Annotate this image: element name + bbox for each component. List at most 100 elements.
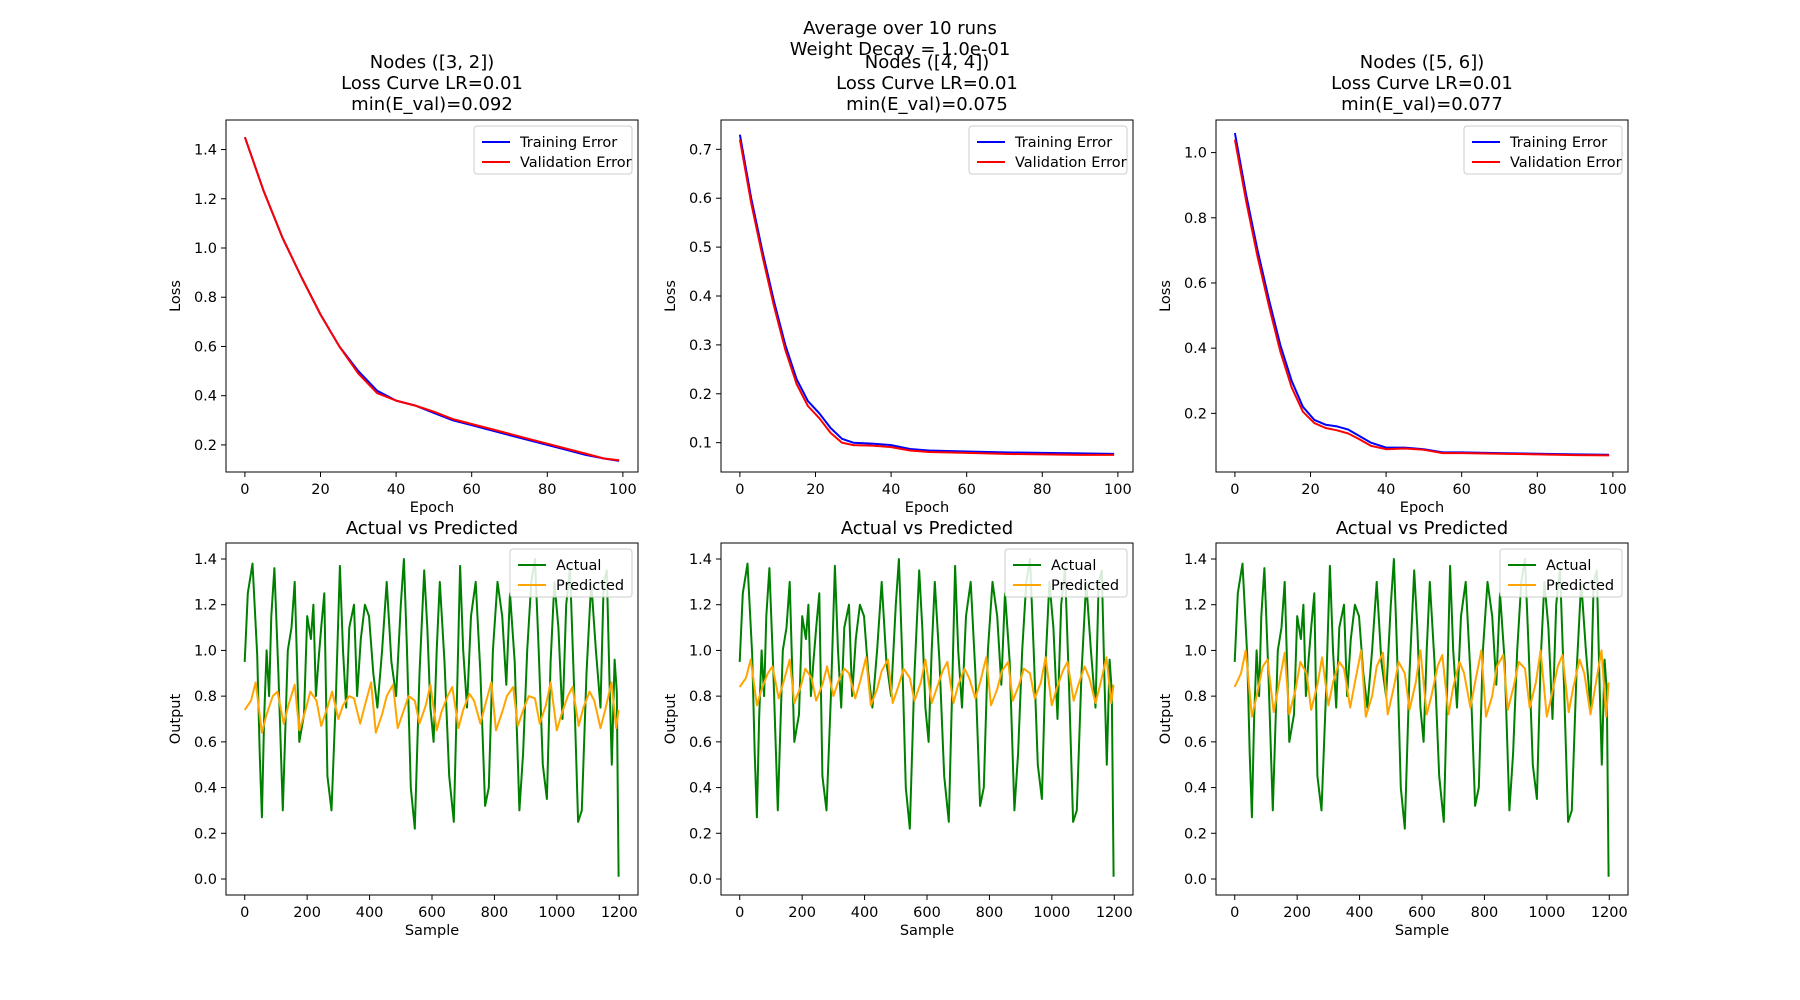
legend: Actual Predicted [1499, 548, 1623, 598]
y-tick-label: 0.2 [1184, 826, 1207, 842]
y-tick-label: 1.2 [194, 598, 217, 614]
x-tick-label: 80 [1528, 482, 1546, 498]
x-tick-label: 0 [240, 905, 249, 921]
x-tick-label: 40 [1377, 482, 1395, 498]
x-tick-label: 0 [735, 482, 744, 498]
subplot-title-line-1: Nodes ([3, 2]) [370, 52, 495, 73]
x-tick-label: 800 [976, 905, 1004, 921]
x-tick-label: 400 [1346, 905, 1374, 921]
subplot-title-line-3: min(E_val)=0.077 [1341, 94, 1503, 115]
y-axis-label: Loss [663, 280, 679, 312]
y-tick-label: 1.0 [194, 643, 217, 659]
legend: Training Error Validation Error [473, 125, 633, 175]
y-tick-label: 1.2 [1184, 598, 1207, 614]
legend-box [473, 125, 633, 175]
x-tick-label: 40 [882, 482, 900, 498]
series-line-training-error [738, 134, 1115, 455]
x-tick-label: 400 [356, 905, 384, 921]
y-tick-label: 1.4 [689, 552, 712, 568]
legend-label: Training Error [1014, 135, 1112, 151]
x-axis-label: Sample [900, 923, 954, 939]
x-tick-label: 1200 [1591, 905, 1628, 921]
legend: Actual Predicted [1004, 548, 1128, 598]
x-tick-label: 1000 [1033, 905, 1070, 921]
y-tick-label: 0.2 [689, 826, 712, 842]
y-tick-label: 1.2 [194, 192, 217, 208]
axes-frame [225, 119, 639, 473]
x-tick-label: 100 [1599, 482, 1627, 498]
legend-box [968, 125, 1128, 175]
subplot-4: 0 200 400 600 800 1000 1200 0.0 0.2 0.4 0.6 0.8 1.0 1… [168, 518, 639, 939]
figure-suptitle-line-2: Weight Decay = 1.0e-01 [790, 39, 1011, 60]
series-line-actual [1233, 558, 1610, 877]
figure-suptitle-line-1: Average over 10 runs [803, 18, 997, 39]
subplot-title-line-2: Loss Curve LR=0.01 [1331, 73, 1513, 94]
x-tick-label: 0 [240, 482, 249, 498]
y-tick-label: 1.0 [1184, 146, 1207, 162]
x-tick-label: 200 [788, 905, 816, 921]
y-tick-label: 0.0 [194, 872, 217, 888]
subplot-5: 0 200 400 600 800 1000 1200 0.0 0.2 0.4 0.6 0.8 1.0 1… [663, 518, 1134, 939]
x-tick-label: 60 [957, 482, 975, 498]
x-tick-label: 20 [311, 482, 329, 498]
legend-label: Training Error [1509, 135, 1607, 151]
y-tick-label: 0.4 [194, 389, 217, 405]
series-line-training-error [1233, 132, 1610, 456]
x-tick-label: 600 [1408, 905, 1436, 921]
y-tick-label: 0.6 [1184, 735, 1207, 751]
subplot-title: Actual vs Predicted [346, 518, 518, 539]
y-tick-label: 1.0 [689, 643, 712, 659]
y-tick-label: 0.4 [1184, 341, 1207, 357]
x-tick-label: 0 [1230, 905, 1239, 921]
subplot-title-line-2: Loss Curve LR=0.01 [836, 73, 1018, 94]
y-tick-label: 0.6 [1184, 276, 1207, 292]
legend-label: Predicted [1051, 578, 1119, 594]
y-tick-label: 0.4 [194, 781, 217, 797]
x-tick-label: 0 [735, 905, 744, 921]
y-tick-label: 0.0 [689, 872, 712, 888]
x-axis-label: Epoch [410, 500, 454, 516]
series-line-predicted [738, 656, 1115, 707]
y-tick-label: 0.8 [689, 689, 712, 705]
x-tick-label: 1200 [1096, 905, 1133, 921]
y-tick-label: 0.4 [1184, 781, 1207, 797]
y-tick-label: 1.4 [194, 552, 217, 568]
subplot-title-line-1: Nodes ([4, 4]) [865, 52, 990, 73]
legend-label: Validation Error [1510, 155, 1622, 171]
x-tick-label: 400 [851, 905, 879, 921]
series-line-predicted [243, 681, 620, 734]
x-tick-label: 600 [418, 905, 446, 921]
y-tick-label: 0.2 [1184, 406, 1207, 422]
legend-label: Actual [1051, 558, 1096, 574]
x-axis-label: Sample [405, 923, 459, 939]
y-tick-label: 0.5 [689, 240, 712, 256]
x-tick-label: 80 [1033, 482, 1051, 498]
subplot-3: 0 20 40 60 80 100 0.2 0.4 0.6 0.8 1.0 Epoch Loss Node… [1158, 52, 1629, 516]
y-tick-label: 0.8 [194, 689, 217, 705]
legend-label: Actual [556, 558, 601, 574]
x-tick-label: 60 [462, 482, 480, 498]
y-tick-label: 0.8 [194, 290, 217, 306]
x-tick-label: 0 [1230, 482, 1239, 498]
subplot-title-line-3: min(E_val)=0.092 [351, 94, 513, 115]
y-tick-label: 1.0 [1184, 643, 1207, 659]
y-tick-label: 0.3 [689, 338, 712, 354]
y-tick-label: 0.4 [689, 289, 712, 305]
x-axis-label: Sample [1395, 923, 1449, 939]
subplot-1: 0 20 40 60 80 100 0.2 0.4 0.6 0.8 1.0 1.2 1.4 Epoch Lo… [168, 52, 639, 516]
y-tick-label: 0.0 [1184, 872, 1207, 888]
y-tick-label: 1.4 [194, 143, 217, 159]
subplot-title: Actual vs Predicted [1336, 518, 1508, 539]
x-axis-label: Epoch [1400, 500, 1444, 516]
legend-label: Predicted [556, 578, 624, 594]
subplot-6: 0 200 400 600 800 1000 1200 0.0 0.2 0.4 0.6 0.8 1.0 1… [1158, 518, 1629, 939]
y-tick-label: 0.2 [194, 826, 217, 842]
subplot-title-line-3: min(E_val)=0.075 [846, 94, 1008, 115]
subplot-title: Actual vs Predicted [841, 518, 1013, 539]
legend-label: Training Error [519, 135, 617, 151]
y-tick-label: 0.6 [194, 735, 217, 751]
y-tick-label: 0.4 [689, 781, 712, 797]
y-tick-label: 0.6 [689, 735, 712, 751]
y-tick-label: 0.8 [1184, 211, 1207, 227]
